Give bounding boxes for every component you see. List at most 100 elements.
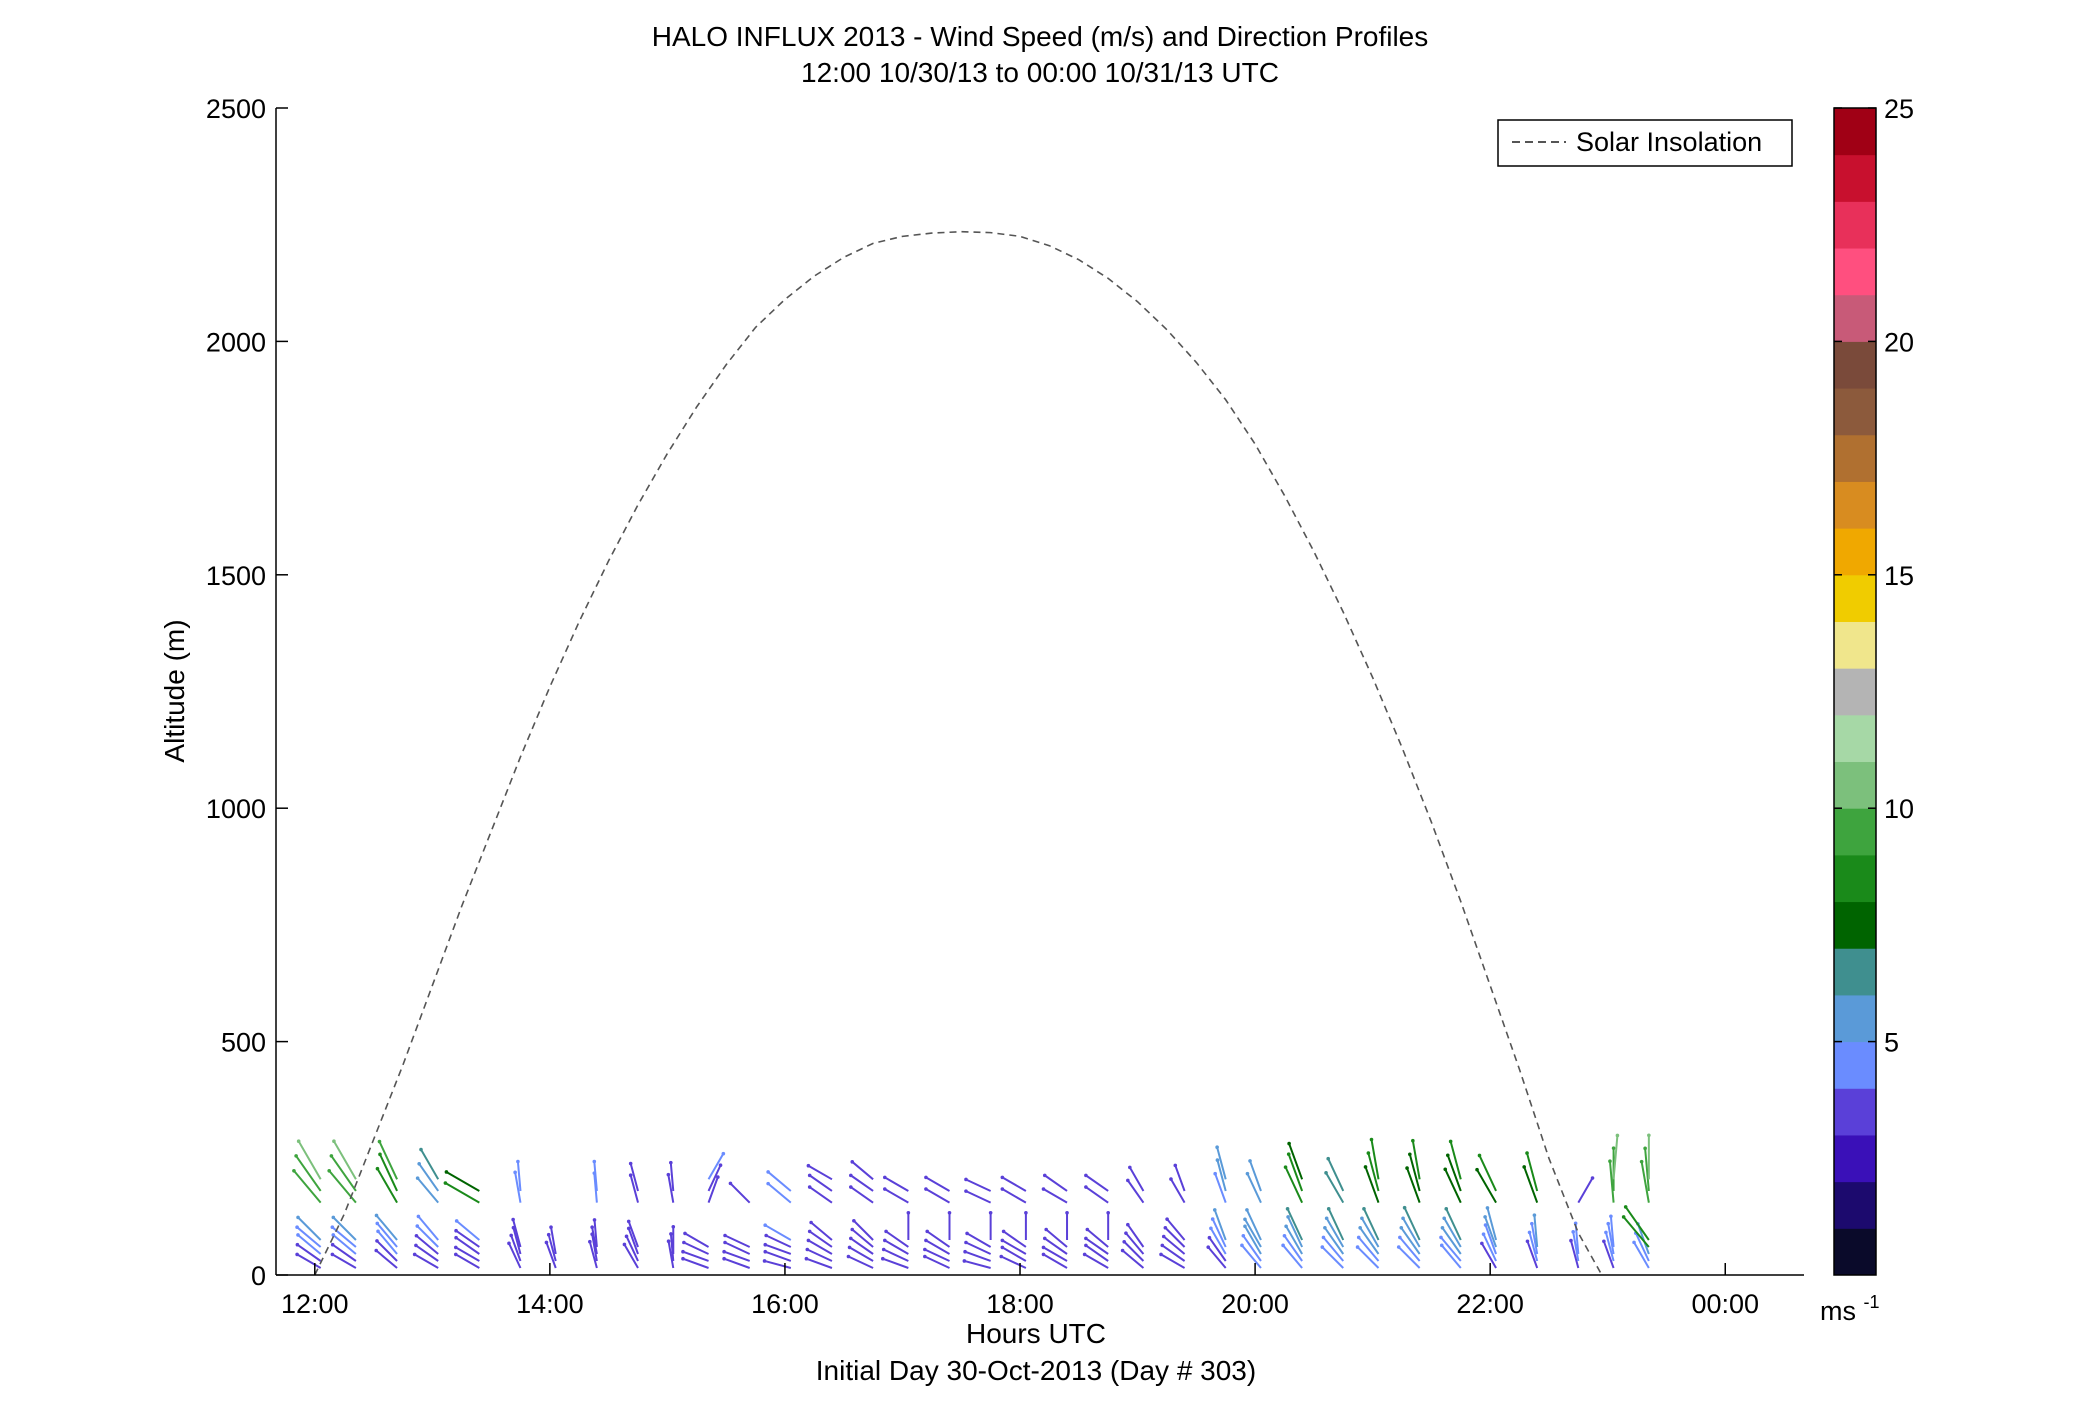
- wind-barb: [809, 1230, 833, 1248]
- wind-barb-head: [1366, 1151, 1371, 1155]
- wind-barb-head: [1128, 1165, 1132, 1170]
- wind-barb-head: [924, 1187, 928, 1191]
- wind-barb: [1086, 1228, 1109, 1248]
- wind-barb: [1125, 1232, 1145, 1255]
- wind-barb: [925, 1188, 950, 1204]
- wind-barb-head: [1632, 1240, 1636, 1245]
- wind-barb-head: [1126, 1222, 1130, 1227]
- wind-barb: [682, 1250, 709, 1262]
- y-tick-label: 500: [221, 1028, 266, 1058]
- wind-barb: [296, 1253, 322, 1269]
- wind-barb: [849, 1246, 874, 1262]
- wind-barb: [1440, 1244, 1462, 1269]
- wind-barb-head: [416, 1214, 421, 1219]
- wind-barb: [669, 1162, 675, 1192]
- wind-barb: [1367, 1152, 1380, 1192]
- wind-barb: [884, 1176, 909, 1192]
- wind-barb: [445, 1171, 480, 1192]
- wind-barb-head: [852, 1218, 856, 1223]
- wind-barb: [1484, 1224, 1497, 1255]
- wind-barb-head: [1041, 1252, 1046, 1257]
- wind-barb: [1042, 1188, 1068, 1204]
- wind-barb-head: [1000, 1175, 1005, 1180]
- wind-barb: [1634, 1232, 1650, 1262]
- wind-barb: [1607, 1223, 1615, 1255]
- wind-barb-head: [1282, 1233, 1287, 1238]
- wind-barb: [683, 1241, 709, 1255]
- wind-barb-head: [1287, 1141, 1291, 1146]
- wind-barb: [965, 1241, 992, 1255]
- wind-barb: [1001, 1176, 1027, 1192]
- wind-barb: [853, 1220, 874, 1241]
- wind-barb: [1322, 1236, 1345, 1262]
- wind-barb-head: [846, 1254, 851, 1259]
- colorbar-segment: [1834, 621, 1876, 669]
- wind-barb-head: [1209, 1226, 1213, 1231]
- wind-barb: [1241, 1244, 1262, 1269]
- wind-barb-head: [806, 1238, 811, 1243]
- wind-barb: [965, 1190, 992, 1204]
- wind-barb-head: [296, 1139, 301, 1144]
- wind-barb-head: [1408, 1152, 1412, 1157]
- wind-barb-head: [331, 1233, 336, 1237]
- wind-barb: [1444, 1168, 1462, 1204]
- wind-barb-head: [626, 1219, 631, 1224]
- wind-barb-head: [415, 1176, 420, 1180]
- wind-barb: [627, 1228, 639, 1255]
- wind-barb: [623, 1243, 639, 1269]
- wind-barb-head: [444, 1170, 449, 1174]
- wind-barb-head: [850, 1227, 855, 1232]
- wind-barb: [593, 1219, 598, 1248]
- wind-barb-head: [683, 1231, 687, 1236]
- wind-barb-head: [1448, 1139, 1453, 1144]
- wind-barb: [1325, 1172, 1345, 1204]
- x-ticks: 12:00 14:00 16:00 18:00 20:00 22:00 00:00: [281, 1263, 1759, 1319]
- wind-barb: [415, 1244, 439, 1262]
- wind-barb: [332, 1243, 357, 1262]
- wind-barb-head: [883, 1187, 887, 1191]
- wind-barb-head: [624, 1234, 629, 1239]
- wind-barb-head: [454, 1228, 458, 1233]
- wind-barb-head: [1527, 1230, 1532, 1235]
- wind-barb: [1207, 1246, 1227, 1269]
- wind-barb: [1321, 1246, 1344, 1269]
- wind-barb: [850, 1186, 874, 1204]
- wind-barb-head: [1440, 1225, 1445, 1230]
- wind-barb-head: [1084, 1236, 1088, 1241]
- wind-barb: [376, 1168, 398, 1204]
- y-axis-label: Altitude (m): [159, 619, 190, 762]
- wind-barb: [550, 1227, 557, 1255]
- wind-barb-head: [1602, 1239, 1606, 1244]
- legend: Solar Insolation: [1497, 119, 1793, 167]
- wind-barb-head: [947, 1210, 952, 1215]
- wind-barb-head: [881, 1247, 886, 1252]
- wind-barb: [1476, 1169, 1497, 1204]
- wind-barb: [1624, 1206, 1650, 1241]
- wind-barb: [417, 1215, 439, 1241]
- wind-barb: [1042, 1253, 1068, 1269]
- colorbar-segment: [1834, 201, 1876, 249]
- wind-barb-head: [1000, 1238, 1005, 1243]
- wind-barb-head: [1439, 1235, 1443, 1240]
- wind-barb-head: [1609, 1214, 1613, 1219]
- wind-barb-head: [1283, 1165, 1288, 1169]
- wind-barb: [296, 1243, 322, 1262]
- wind-barb: [512, 1227, 522, 1255]
- wind-barb-head: [807, 1229, 812, 1234]
- wind-barb: [723, 1257, 751, 1269]
- wind-barb-head: [723, 1233, 727, 1238]
- wind-barb-head: [592, 1159, 597, 1164]
- colorbar-segment: [1834, 808, 1876, 856]
- wind-barb: [1484, 1216, 1497, 1248]
- wind-barb: [332, 1216, 357, 1241]
- wind-barb: [1208, 1237, 1227, 1262]
- wind-barb: [455, 1229, 480, 1248]
- wind-barb-head: [1590, 1176, 1595, 1180]
- wind-barb: [1282, 1244, 1303, 1269]
- wind-barb-head: [1245, 1171, 1250, 1176]
- wind-barb-head: [327, 1168, 331, 1173]
- wind-barb-head: [1248, 1159, 1252, 1163]
- wind-barb: [1644, 1148, 1650, 1192]
- wind-barb-head: [588, 1239, 592, 1244]
- wind-barb: [414, 1253, 439, 1269]
